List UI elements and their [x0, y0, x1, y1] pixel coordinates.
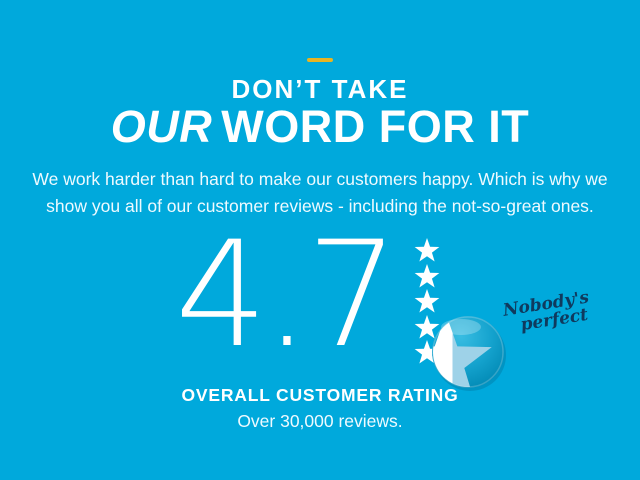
intro-paragraph: We work harder than hard to make our cus…	[0, 166, 640, 220]
star-icon-1	[414, 238, 440, 262]
rating-score: 4.7	[174, 210, 399, 380]
intro-line-1: We work harder than hard to make our cus…	[32, 169, 608, 189]
star-icon-3	[414, 289, 440, 313]
rating-caption: OVERALL CUSTOMER RATING	[181, 385, 459, 405]
reviews-count: Over 30,000 reviews.	[237, 411, 403, 431]
accent-dash	[307, 58, 333, 62]
magnifier-lens-icon	[432, 316, 506, 391]
title-rest: WORD FOR IT	[221, 101, 530, 152]
lens-rim	[432, 316, 504, 388]
intro-line-2: show you all of our customer reviews - i…	[46, 196, 594, 216]
star-icon-4	[414, 315, 440, 339]
star-icon-2	[414, 264, 440, 288]
kicker-heading: DON’T TAKE	[231, 74, 409, 104]
title-emphasis: OUR	[110, 101, 213, 152]
page-title: OUR WORD FOR IT	[0, 104, 640, 149]
lens-gloss-highlight	[441, 319, 481, 335]
